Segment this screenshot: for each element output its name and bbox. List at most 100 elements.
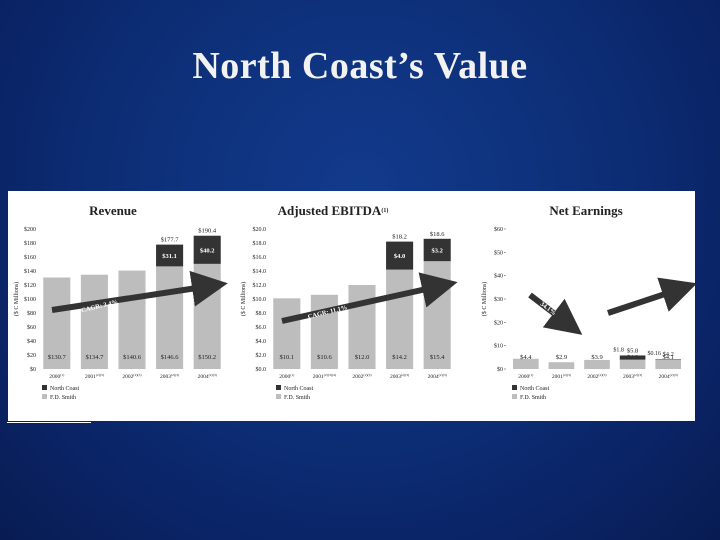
x-tick-label: 2000(1) <box>49 373 65 380</box>
bar-value-label: $10.6 <box>317 354 332 361</box>
bar-value-label: $150.2 <box>198 354 216 361</box>
trend-arrow <box>281 272 458 324</box>
x-tick-label: 2001(2)(3)(4) <box>313 373 337 380</box>
y-tick-label: $14.0 <box>253 268 267 275</box>
y-tick-label: $0 <box>30 366 36 373</box>
bar-fd-smith <box>156 266 184 369</box>
bar-north-coast <box>386 241 414 270</box>
y-tick-label: $40 <box>27 338 36 345</box>
legend-swatch <box>42 394 47 399</box>
bar-value-label: $0.16 <box>647 350 661 357</box>
bar-value-label: $14.2 <box>392 354 407 361</box>
x-tick-label: 2004(2)(3) <box>198 373 218 380</box>
y-tick-label: $50 <box>494 249 503 256</box>
x-tick-label: 2002(2)(3) <box>122 373 142 380</box>
bar-value-label: $3.9 <box>591 354 602 361</box>
footnote-rule <box>7 422 91 423</box>
x-tick-label: 2000(1) <box>518 373 534 380</box>
y-tick-label: $10.0 <box>253 296 267 303</box>
bar-fd-smith <box>423 261 451 369</box>
bar-north-coast <box>193 235 221 264</box>
bar-value-label: $15.4 <box>430 354 445 361</box>
x-tick-label: 2003(2)(3) <box>623 373 643 380</box>
y-tick-label: $140 <box>24 268 36 275</box>
bar-fd-smith <box>118 270 146 369</box>
bar-fd-smith <box>43 277 71 369</box>
chart-panel: Revenue ($ C Millions) $0 $20 $40 $60 $80 $100 $… <box>8 191 698 421</box>
y-tick-label: $6.0 <box>256 324 267 331</box>
y-tick-label: $120 <box>24 282 36 289</box>
bar-fd-smith <box>619 359 646 369</box>
x-tick-label: 2002(2)(3) <box>352 373 372 380</box>
bar-fd-smith <box>548 362 575 369</box>
chart-title: Adjusted EBITDA(1) <box>278 203 389 218</box>
bar-north-coast <box>423 238 451 262</box>
decline-label: 34.1% <box>539 301 557 317</box>
x-tick-label: 2003(2)(3) <box>390 373 410 380</box>
x-tick-label: 2004(2)(3) <box>659 373 679 380</box>
legend-label: North Coast <box>284 386 313 392</box>
y-tick-label: $18.0 <box>253 240 267 247</box>
bar-value-label: $134.7 <box>85 354 104 361</box>
x-tick-label: 2003(2)(3) <box>160 373 180 380</box>
bar-value-label: $40.2 <box>200 247 215 254</box>
y-tick-label: $12.0 <box>253 282 267 289</box>
y-tick-label: $20.0 <box>253 226 267 233</box>
x-tick-label: 2001(2)(3) <box>552 373 572 380</box>
bar-fd-smith <box>655 359 682 369</box>
bar-value-label: $2.9 <box>556 354 567 361</box>
charts-svg: Revenue ($ C Millions) $0 $20 $40 $60 $80 $100 $… <box>13 203 698 401</box>
bar-value-label: $146.6 <box>161 354 180 361</box>
bar-fd-smith <box>273 298 301 369</box>
bar-fd-smith <box>512 358 539 369</box>
trend-arrow <box>607 277 698 316</box>
legend-swatch <box>42 385 47 390</box>
y-tick-label: $60 <box>27 324 36 331</box>
x-tick-label: 2004(2)(3) <box>428 373 448 380</box>
y-tick-label: $8.0 <box>256 310 267 317</box>
legend-swatch <box>512 394 517 399</box>
y-tick-label: $200 <box>24 226 36 233</box>
y-axis-label: ($ C Millions) <box>240 282 247 316</box>
bar-total-label: $190.4 <box>198 228 217 235</box>
y-tick-label: $2.0 <box>256 352 267 359</box>
bar-north-coast <box>619 355 646 360</box>
bar-value-label: $4.0 <box>394 253 405 260</box>
bar-north-coast <box>156 244 184 267</box>
y-tick-label: $40 <box>494 273 503 280</box>
y-tick-label: $20 <box>27 352 36 359</box>
legend-swatch <box>276 385 281 390</box>
y-tick-label: $60 <box>494 226 503 233</box>
y-tick-label: $180 <box>24 240 36 247</box>
y-axis-label: ($ C Millions) <box>13 282 20 316</box>
y-tick-label: $10 <box>494 343 503 350</box>
x-tick-label: 2000(1) <box>279 373 295 380</box>
legend-label: F.D. Smith <box>50 395 76 401</box>
legend-label: North Coast <box>50 386 79 392</box>
x-tick-label: 2001(2)(3) <box>85 373 105 380</box>
y-tick-label: $0 <box>497 366 503 373</box>
chart-title: Revenue <box>89 203 137 218</box>
bar-total-label: $18.2 <box>392 234 407 241</box>
y-tick-label: $0.0 <box>256 366 267 373</box>
bar-total-label: $177.7 <box>161 237 180 244</box>
bar-fd-smith <box>386 269 414 369</box>
bar-fd-smith <box>80 274 108 369</box>
y-tick-label: $4.0 <box>256 338 267 345</box>
bar-value-label: $12.0 <box>355 354 370 361</box>
x-tick-label: 2002(2)(3) <box>587 373 607 380</box>
bar-value-label: $140.6 <box>123 354 142 361</box>
legend-swatch <box>276 394 281 399</box>
slide-title: North Coast’s Value <box>192 45 528 87</box>
bar-total-label: $5.8 <box>627 347 638 354</box>
decline-arrow <box>528 292 583 335</box>
y-tick-label: $20 <box>494 319 503 326</box>
legend-label: F.D. Smith <box>284 395 310 401</box>
y-tick-label: $160 <box>24 254 36 261</box>
bar-value-label: $4.1 <box>663 354 674 361</box>
y-tick-label: $30 <box>494 296 503 303</box>
legend-swatch <box>512 385 517 390</box>
bar-total-label: $18.6 <box>430 231 445 238</box>
y-tick-label: $16.0 <box>253 254 267 261</box>
bar-total-label: $4.2 <box>663 351 674 358</box>
